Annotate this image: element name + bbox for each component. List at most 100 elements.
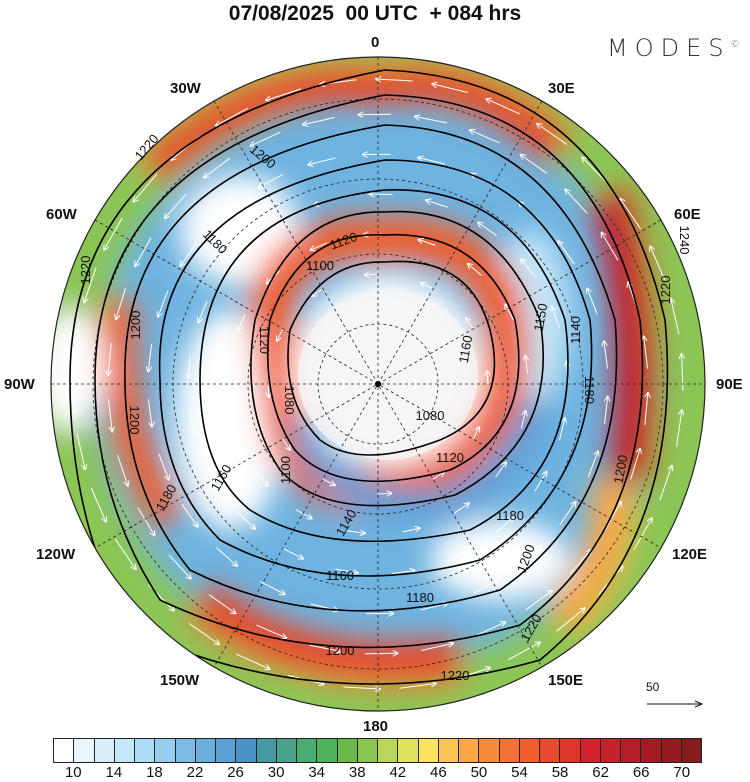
wind-arrow [420,603,448,611]
colorbar-swatch [378,739,399,762]
wind-arrow [365,274,379,275]
colorbar-tick-label: 42 [389,764,407,781]
colorbar-tick-label: 58 [551,764,569,781]
wind-arrow [73,377,74,414]
wind-arrow [84,267,97,303]
colorbar-swatch [216,739,237,762]
lon-label-90e: 90E [716,376,743,393]
colorbar-tick-label: 30 [267,764,285,781]
colorbar-swatch [297,739,318,762]
wind-arrow [426,200,448,208]
colorbar-swatch [641,739,662,762]
colorbar-swatch [155,739,176,762]
wind-arrow [282,438,290,450]
wind-arrow [158,290,169,317]
wind-arrow [181,503,198,527]
wind-arrow [650,246,666,281]
wind-arrow [478,222,497,237]
wind-arrow [466,318,474,330]
lon-label-30e: 30E [548,80,575,97]
wind-arrow [216,547,237,566]
wind-arrow [189,411,195,434]
logo-mark: © [730,40,740,50]
colorbar-swatch [256,739,277,762]
wind-arrow [520,411,525,429]
wind-arrow [214,203,236,222]
colorbar-swatch [540,739,561,762]
wind-arrow [312,288,324,296]
wind-arrow [228,366,229,385]
wind-arrow [399,683,436,689]
contour-label: 1140 [568,316,583,344]
colorbar-tick-label: 70 [673,764,691,781]
wind-arrow [188,355,190,378]
wind-arrow [659,466,672,501]
contour-label: 1200 [326,643,355,658]
wind-arrow [418,240,436,246]
contour-label: 1080 [416,408,445,423]
wind-arrow [303,117,335,125]
wind-arrow [587,288,598,315]
wind-arrow [552,307,561,329]
wind-arrow [432,472,444,480]
wind-arrow [521,259,536,278]
colorbar-swatch [438,739,459,762]
wind-arrow [525,356,527,374]
logo-text: MODES [607,34,731,62]
map-boundary [50,56,706,712]
wind-arrow [266,88,302,100]
wind-arrow [468,264,482,276]
wind-arrow [114,538,135,569]
map-title: 07/08/2025 00 UTC + 084 hrs [228,2,522,25]
wind-arrow [165,193,187,218]
wind-arrow [505,304,515,321]
wind-arrow [620,199,642,230]
wind-arrow [108,342,112,375]
wind-arrow [630,449,640,480]
contour-label: 1160 [326,568,354,583]
modes-logo: MODES© [607,34,739,62]
wind-arrow [295,509,312,519]
wind-arrow [472,427,479,440]
wind-arrow [565,189,588,214]
colorbar-swatch [54,739,75,762]
wind-arrow [534,472,547,492]
wind-arrow [158,453,169,480]
wind-arrow [198,301,208,322]
wind-arrow [475,622,505,637]
colorbar-swatch [74,739,95,762]
wind-arrow [260,581,284,595]
contour-label: 1220 [658,276,673,305]
wind-arrow [558,418,564,441]
wind-arrow [537,124,568,146]
wind-arrow [107,399,112,431]
lon-label-30w: 30W [170,80,201,97]
wind-arrow [559,502,576,525]
wind-arrow [418,158,446,165]
wind-arrow [487,371,488,385]
wind-arrow [168,554,191,579]
wind-arrow [432,84,468,94]
lon-label-60e: 60E [674,206,701,223]
colorbar-swatch [357,739,378,762]
colorbar-swatch [621,739,642,762]
wind-arrow [347,531,365,534]
colorbar-swatch [499,739,520,762]
wind-arrow [310,242,328,250]
wind-arrow [238,313,246,330]
wind-arrow [206,465,218,486]
wind-arrow [148,399,152,426]
wind-arrow [76,433,85,470]
colorbar-tick-label: 10 [64,764,82,781]
wind-arrow [232,421,239,439]
wind-arrow [603,397,607,425]
wind-arrow [104,217,123,250]
contour-label: 1220 [441,668,470,683]
lon-label-150w: 150W [160,672,200,689]
contour-labels: 1220 1200 1120 1100 1180 1220 1200 1120 1080 1160… [78,131,692,683]
lon-label-90w: 90W [4,376,35,393]
wind-arrow [402,528,420,533]
wind-arrow [644,337,649,369]
wind-arrow [258,174,283,188]
lon-label-180: 180 [363,718,389,735]
